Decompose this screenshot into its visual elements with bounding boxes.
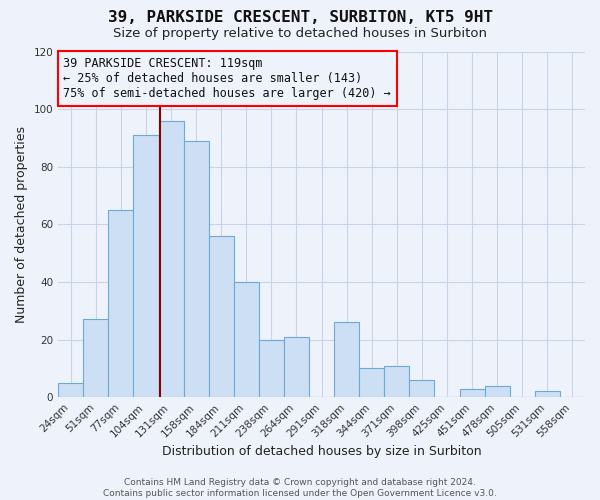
- Bar: [485, 386, 510, 397]
- Bar: [460, 388, 485, 397]
- Bar: [234, 282, 259, 397]
- Bar: [133, 135, 158, 397]
- Bar: [109, 210, 133, 397]
- Bar: [158, 120, 184, 397]
- Bar: [334, 322, 359, 397]
- Bar: [184, 141, 209, 397]
- Bar: [58, 383, 83, 397]
- Bar: [83, 320, 109, 397]
- Text: 39, PARKSIDE CRESCENT, SURBITON, KT5 9HT: 39, PARKSIDE CRESCENT, SURBITON, KT5 9HT: [107, 10, 493, 25]
- Text: 39 PARKSIDE CRESCENT: 119sqm
← 25% of detached houses are smaller (143)
75% of s: 39 PARKSIDE CRESCENT: 119sqm ← 25% of de…: [64, 56, 391, 100]
- Bar: [259, 340, 284, 397]
- Bar: [535, 392, 560, 397]
- Y-axis label: Number of detached properties: Number of detached properties: [15, 126, 28, 323]
- Text: Size of property relative to detached houses in Surbiton: Size of property relative to detached ho…: [113, 28, 487, 40]
- Bar: [284, 336, 309, 397]
- X-axis label: Distribution of detached houses by size in Surbiton: Distribution of detached houses by size …: [162, 444, 481, 458]
- Bar: [409, 380, 434, 397]
- Bar: [209, 236, 234, 397]
- Bar: [359, 368, 385, 397]
- Text: Contains HM Land Registry data © Crown copyright and database right 2024.
Contai: Contains HM Land Registry data © Crown c…: [103, 478, 497, 498]
- Bar: [385, 366, 409, 397]
